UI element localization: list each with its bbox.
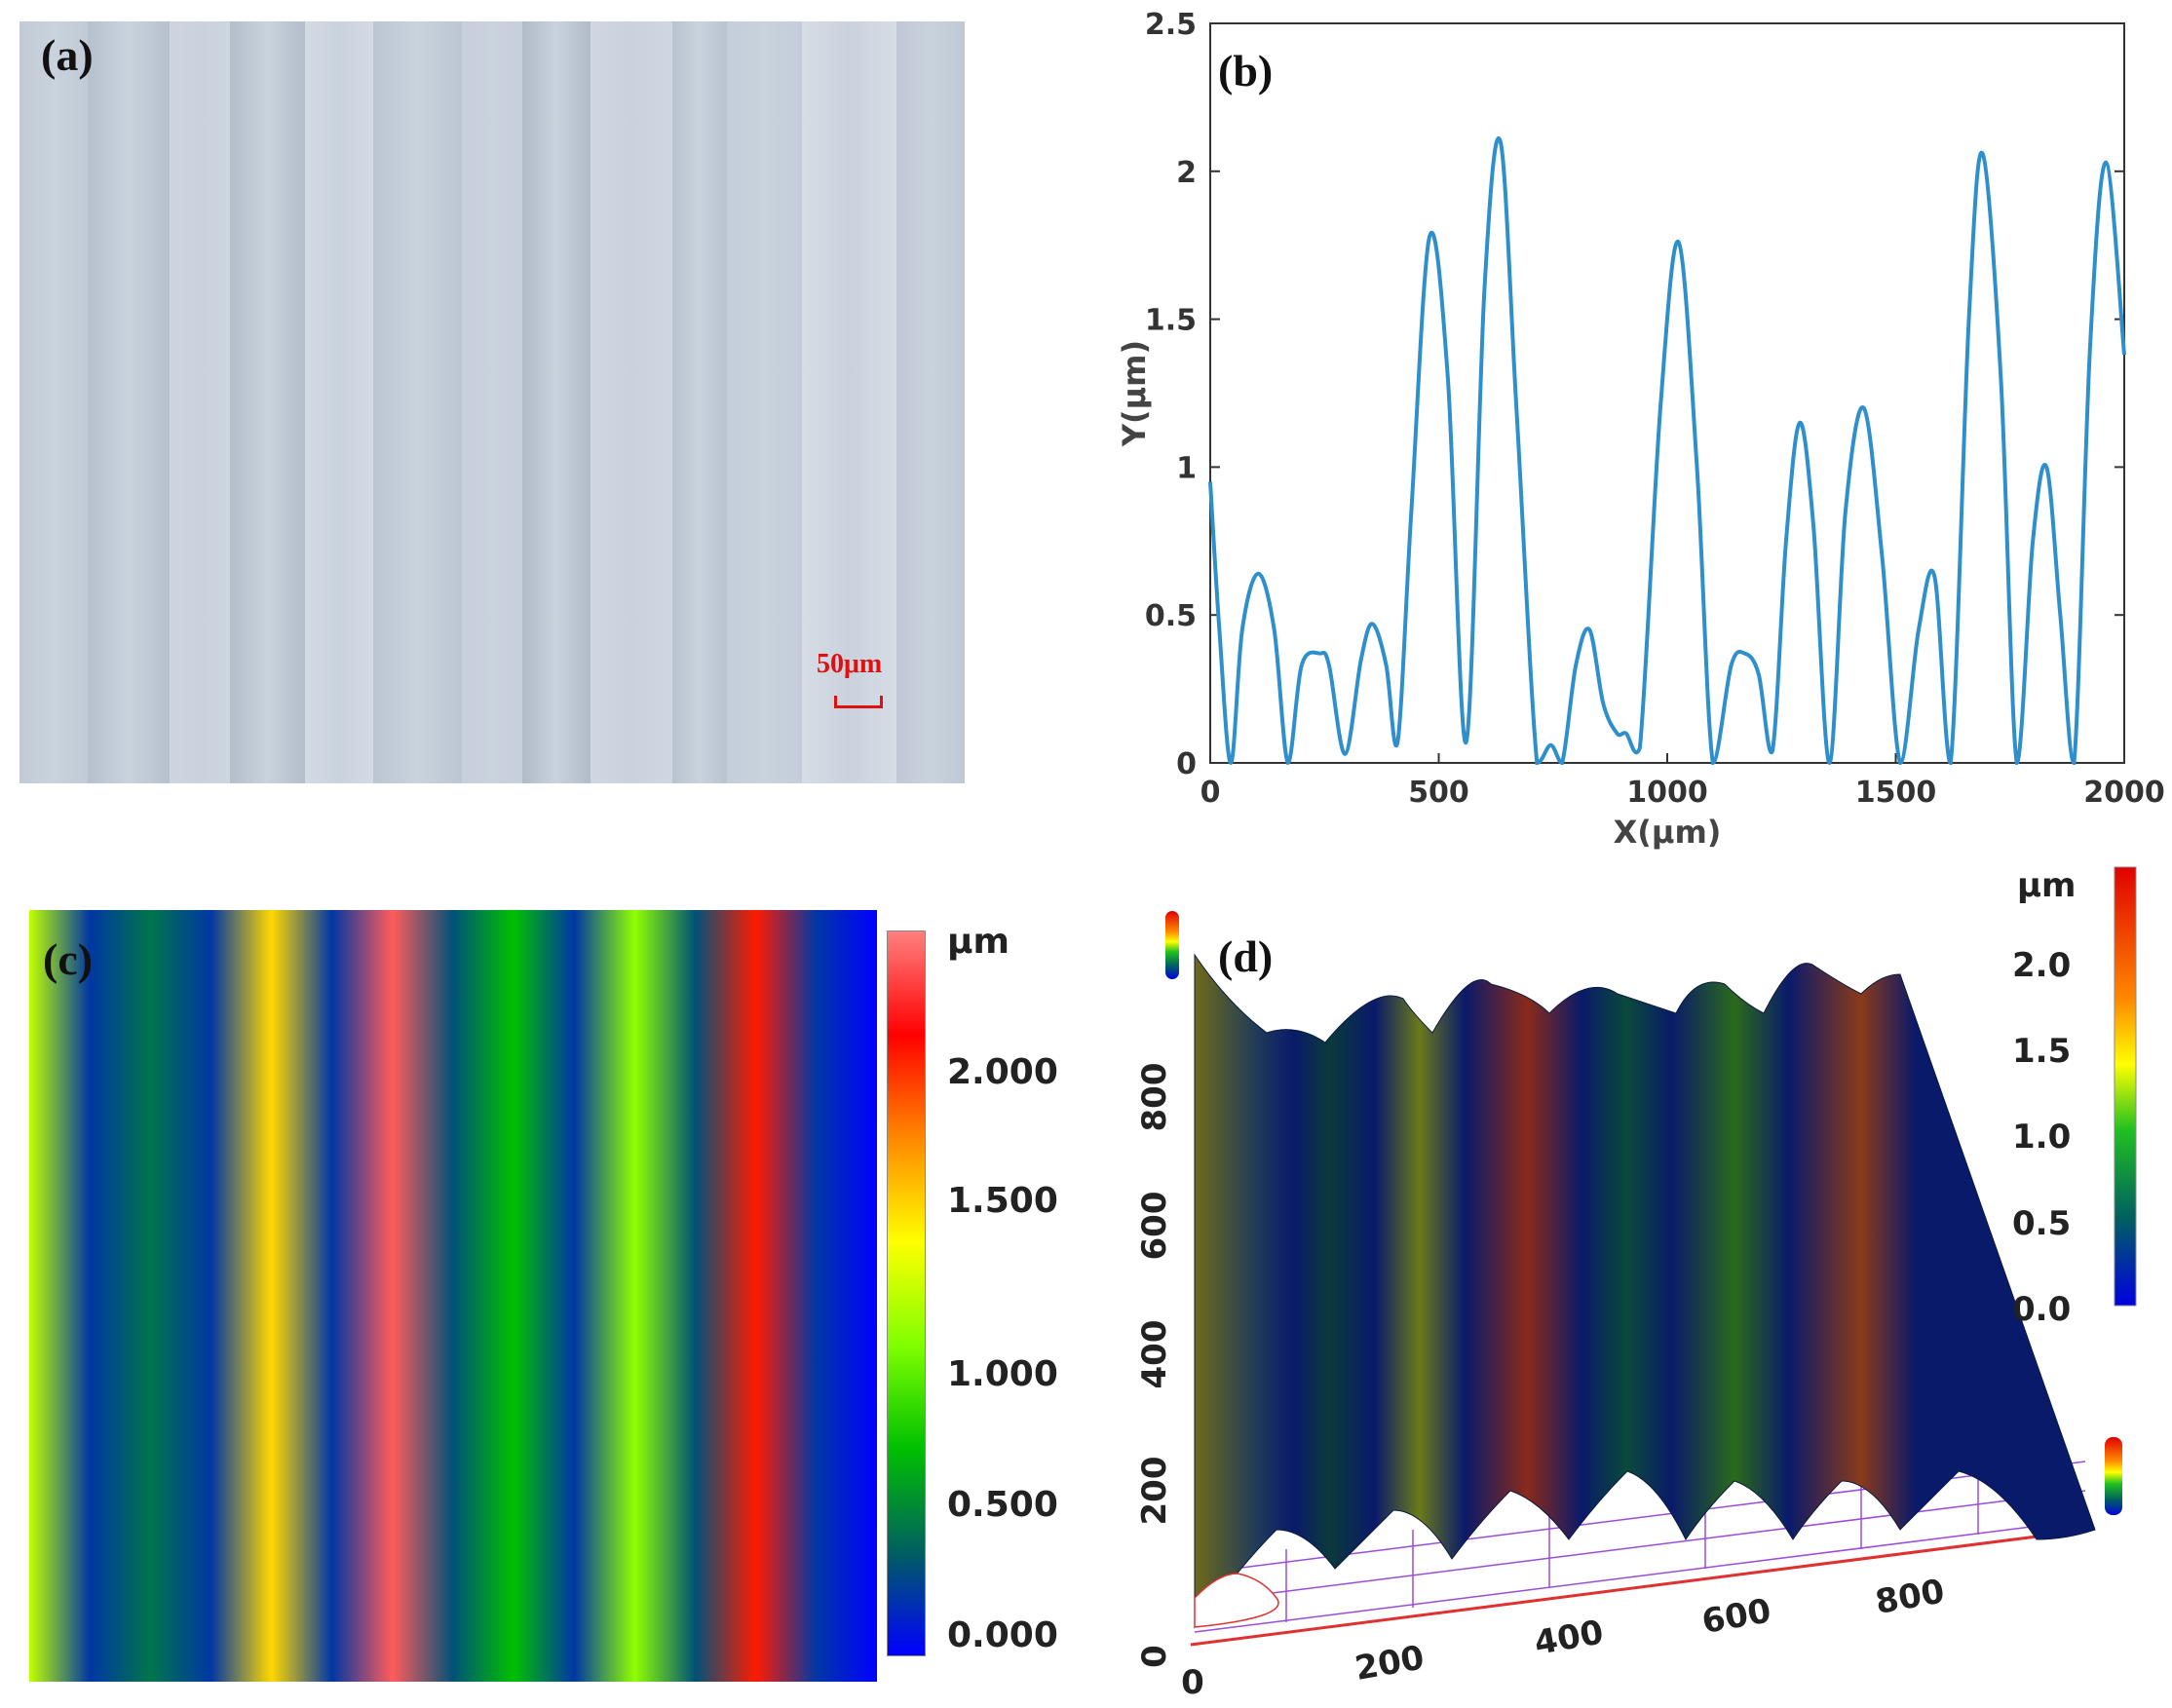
scale-bar xyxy=(834,696,883,708)
stripe xyxy=(726,21,802,783)
y-tick: 200 xyxy=(1135,1457,1174,1526)
y-tick-label: 1.5 xyxy=(1145,304,1197,338)
colorbar-c-tick: 0.500 xyxy=(947,1485,1058,1525)
stripe xyxy=(461,21,523,783)
colorbar-d-tick: 0.5 xyxy=(2012,1204,2071,1243)
y-tick: 0 xyxy=(1135,1645,1174,1668)
colorbar-d-tick: 1.0 xyxy=(2012,1118,2071,1157)
panel-c-label: (c) xyxy=(43,934,94,984)
colorbar-d-tick: 0.0 xyxy=(2012,1290,2071,1329)
x-tick: 0 xyxy=(1181,1663,1204,1702)
y-tick: 600 xyxy=(1135,1192,1174,1261)
x-tick: 600 xyxy=(1699,1591,1774,1642)
colorbar-d-tick: 2.0 xyxy=(2012,946,2071,985)
height-color-map: (c) xyxy=(29,910,877,1682)
stripe xyxy=(591,21,672,783)
stripe xyxy=(522,21,591,783)
panel-b-label: (b) xyxy=(1218,46,1274,95)
plot-frame xyxy=(1209,22,2125,764)
y-axis-label: Y(μm) xyxy=(1116,340,1153,447)
colorbar-d xyxy=(2114,866,2137,1307)
colorbar-c-tick: 0.000 xyxy=(947,1615,1058,1655)
surface-mesh xyxy=(1194,953,2096,1629)
panel-a-label: (a) xyxy=(41,30,94,80)
stripe xyxy=(19,21,88,783)
profile-series-line xyxy=(1208,136,2126,766)
stripe xyxy=(230,21,306,783)
colorbar-c-unit: μm xyxy=(947,922,1010,962)
stripe xyxy=(87,21,170,783)
stripe xyxy=(169,21,231,783)
y-tick-label: 2 xyxy=(1176,156,1197,190)
surface-3d-panel: μm 2.0 1.5 1.0 0.5 0.0 0 200 400 600 800… xyxy=(1121,857,2172,1703)
optical-micrograph: (a) 50μm xyxy=(19,21,965,783)
scale-bar-label: 50μm xyxy=(817,649,883,679)
surface-3d: μm 2.0 1.5 1.0 0.5 0.0 0 200 400 600 800… xyxy=(1135,866,2137,1702)
y-tick-label: 0.5 xyxy=(1145,599,1197,633)
profile-chart-panel: 0 500 1000 1500 2000 0 0.5 1 1.5 2 2.5 X(μm) Y(μm) (… xyxy=(1101,0,2172,877)
axis-cylinder-right xyxy=(2105,1437,2122,1515)
stripe xyxy=(305,21,373,783)
colorbar-d-tick: 1.5 xyxy=(2012,1032,2071,1071)
x-tick-label: 1500 xyxy=(1855,776,1937,810)
surface-cross-section xyxy=(1194,1573,1279,1628)
x-tick-label: 2000 xyxy=(2083,776,2165,810)
y-tick-label: 0 xyxy=(1176,747,1197,781)
stripe xyxy=(801,21,897,783)
stripe-pattern xyxy=(19,21,965,783)
x-tick-label: 0 xyxy=(1200,776,1221,810)
x-axis-line xyxy=(1190,1528,2091,1647)
profile-chart: 0 500 1000 1500 2000 0 0.5 1 1.5 2 2.5 X(μm) Y(μm) xyxy=(1116,8,2165,851)
y-tick-label: 2.5 xyxy=(1145,8,1197,42)
x-tick-label: 500 xyxy=(1408,776,1469,810)
x-axis-label: X(μm) xyxy=(1614,814,1722,851)
colorbar-c-tick: 1.000 xyxy=(947,1354,1058,1394)
stripe xyxy=(372,21,462,783)
color-map-surface xyxy=(29,910,877,1682)
stripe xyxy=(896,21,965,783)
y-tick-label: 1 xyxy=(1176,451,1197,485)
x-tick-label: 1000 xyxy=(1626,776,1708,810)
y-tick: 400 xyxy=(1135,1320,1174,1389)
x-tick: 200 xyxy=(1353,1638,1428,1689)
x-tick: 800 xyxy=(1873,1572,1948,1622)
x-tick: 400 xyxy=(1532,1613,1607,1663)
axis-cylinder-top xyxy=(1165,911,1179,979)
y-tick: 800 xyxy=(1135,1063,1174,1132)
colorbar-c-tick: 2.000 xyxy=(947,1052,1058,1092)
stripe xyxy=(671,21,727,783)
panel-d-label: (d) xyxy=(1218,931,1274,981)
colorbar-c-tick: 1.500 xyxy=(947,1181,1058,1221)
color-map-bands xyxy=(29,910,877,1682)
colorbar-c xyxy=(887,930,926,1656)
colorbar-d-unit: μm xyxy=(2017,866,2076,905)
